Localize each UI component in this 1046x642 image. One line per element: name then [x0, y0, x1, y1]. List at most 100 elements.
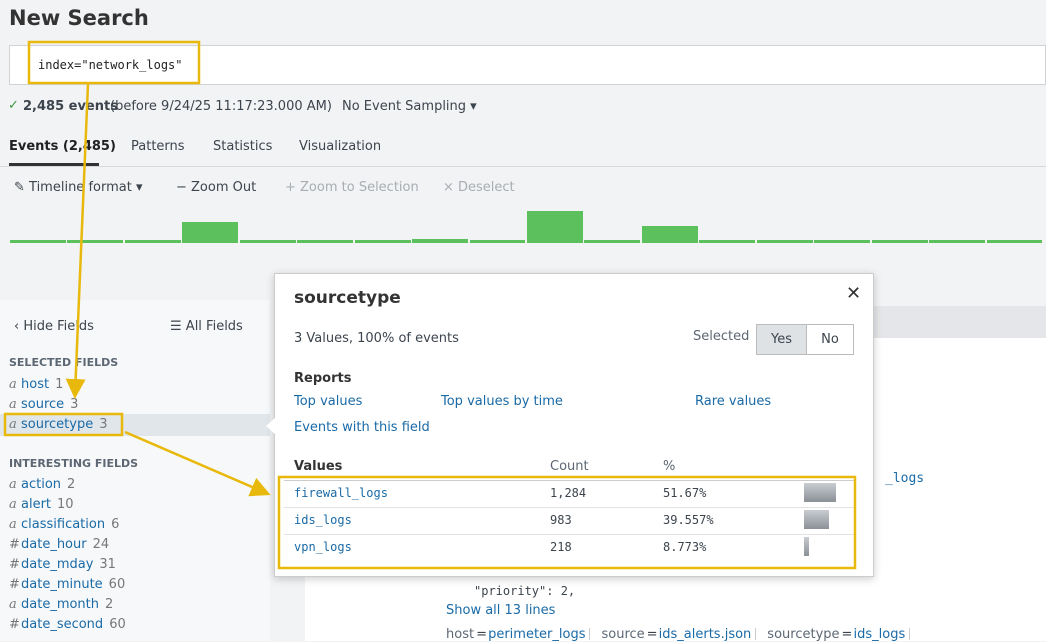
- toolbar-item[interactable]: ✎ Timeline format ▾: [14, 180, 143, 195]
- field-key: source: [601, 627, 645, 642]
- field-value[interactable]: ids_alerts.json: [658, 627, 752, 642]
- sampling-label[interactable]: No Event Sampling: [342, 99, 467, 114]
- report-link[interactable]: Events with this field: [294, 420, 430, 435]
- percent-cell: 8.773%: [663, 540, 707, 554]
- toolbar-item[interactable]: − Zoom Out: [176, 180, 257, 195]
- histogram-bar: [699, 240, 756, 243]
- event-line: "priority": 2,: [474, 584, 576, 598]
- report-link[interactable]: Rare values: [695, 394, 772, 409]
- field-key: host: [446, 627, 475, 642]
- report-link[interactable]: Top values by time: [441, 394, 563, 409]
- field-name[interactable]: date_month: [21, 597, 100, 612]
- field-value[interactable]: ids_logs: [853, 627, 906, 642]
- histogram-bar: [469, 240, 526, 243]
- histogram-bar: [756, 240, 813, 243]
- field-count: 2: [105, 597, 114, 612]
- field-name[interactable]: host: [21, 377, 50, 392]
- hide-fields[interactable]: ‹ Hide Fields: [14, 319, 94, 334]
- search-query[interactable]: index="network_logs": [38, 58, 183, 72]
- field-name[interactable]: action: [21, 477, 62, 492]
- field-value[interactable]: perimeter_logs: [488, 627, 586, 642]
- histogram-bar: [814, 240, 871, 243]
- field-type: a: [9, 477, 17, 492]
- histogram-bar: [412, 239, 469, 243]
- field-name[interactable]: date_second: [21, 617, 104, 632]
- separator: [589, 628, 591, 640]
- histogram-bar: [584, 240, 641, 243]
- field-name[interactable]: source: [21, 397, 65, 412]
- histogram-bar: [641, 226, 698, 243]
- field-name[interactable]: date_minute: [21, 577, 103, 592]
- equals: =: [476, 627, 487, 642]
- field-count: 10: [57, 497, 74, 512]
- value-cell[interactable]: ids_logs: [294, 513, 352, 527]
- tab-underline: [9, 163, 99, 166]
- all-fields[interactable]: ☰ All Fields: [170, 319, 243, 334]
- toolbar-label[interactable]: Timeline format: [29, 180, 132, 195]
- row-rule: [284, 507, 854, 508]
- histogram-bar: [297, 240, 354, 243]
- toolbar-label[interactable]: × Deselect: [443, 180, 515, 195]
- no-button[interactable]: No: [806, 324, 854, 355]
- field-type: #: [9, 617, 20, 632]
- toolbar-item[interactable]: × Deselect: [443, 181, 515, 194]
- histogram-bar: [527, 211, 583, 243]
- histogram-bar: [124, 240, 181, 243]
- popup-title: sourcetype: [294, 288, 401, 308]
- reports-heading: Reports: [294, 371, 352, 386]
- field-count: 60: [109, 617, 126, 632]
- field-count: 3: [70, 397, 79, 412]
- toolbar-label[interactable]: + Zoom to Selection: [285, 180, 419, 195]
- field-type: a: [9, 597, 17, 612]
- field-count: 1: [55, 377, 64, 392]
- field-name[interactable]: date_hour: [21, 537, 87, 552]
- field-type: a: [9, 517, 17, 532]
- hide-label[interactable]: Hide Fields: [23, 319, 94, 334]
- row-rule: [284, 534, 854, 535]
- value-cell[interactable]: vpn_logs: [294, 540, 352, 554]
- column-header: %: [663, 459, 676, 474]
- histogram-bar: [986, 240, 1043, 243]
- tab[interactable]: Visualization: [299, 139, 382, 154]
- count-cell: 1,284: [550, 486, 587, 500]
- histogram-bar: [929, 240, 986, 243]
- tab[interactable]: Statistics: [213, 139, 273, 154]
- field-type: #: [9, 537, 20, 552]
- tab[interactable]: Events (2,485): [9, 139, 116, 154]
- field-name[interactable]: classification: [21, 517, 106, 532]
- histogram-bar: [239, 240, 296, 243]
- tab[interactable]: Patterns: [131, 139, 185, 154]
- field-key: sourcetype: [767, 627, 840, 642]
- time-range: (before 9/24/25 11:17:23.000 AM): [110, 99, 332, 114]
- sampling[interactable]: No Event Sampling ▾: [342, 99, 477, 114]
- all-label[interactable]: All Fields: [185, 319, 243, 334]
- highlight-box: [27, 40, 201, 85]
- arrow: [124, 430, 271, 497]
- value-cell[interactable]: firewall_logs: [294, 486, 388, 500]
- show-all[interactable]: Show all 13 lines: [446, 603, 556, 618]
- field-name[interactable]: alert: [21, 497, 52, 512]
- histogram-bar: [354, 240, 411, 243]
- row-highlight: [0, 414, 270, 436]
- count-cell: 218: [550, 540, 572, 554]
- field-count: 6: [111, 517, 120, 532]
- sidebar: [0, 300, 270, 641]
- count-cell: 983: [550, 513, 572, 527]
- column-header: Values: [294, 459, 343, 474]
- tab-divider: [0, 166, 1046, 167]
- percent-bar: [804, 483, 837, 502]
- toolbar-label[interactable]: Zoom Out: [191, 180, 257, 195]
- highlight-box: [277, 475, 857, 570]
- field-type: a: [9, 397, 17, 412]
- field-name[interactable]: date_mday: [21, 557, 94, 572]
- search-box[interactable]: [9, 45, 1046, 85]
- field-name[interactable]: sourcetype: [21, 417, 94, 432]
- report-link[interactable]: Top values: [294, 394, 363, 409]
- toolbar-item[interactable]: + Zoom to Selection: [285, 181, 419, 194]
- histogram-bar: [10, 240, 66, 243]
- percent-cell: 39.557%: [663, 513, 714, 527]
- selected-label: Selected: [693, 329, 750, 344]
- histogram-bar: [67, 240, 124, 243]
- close[interactable]: ✕: [846, 283, 862, 304]
